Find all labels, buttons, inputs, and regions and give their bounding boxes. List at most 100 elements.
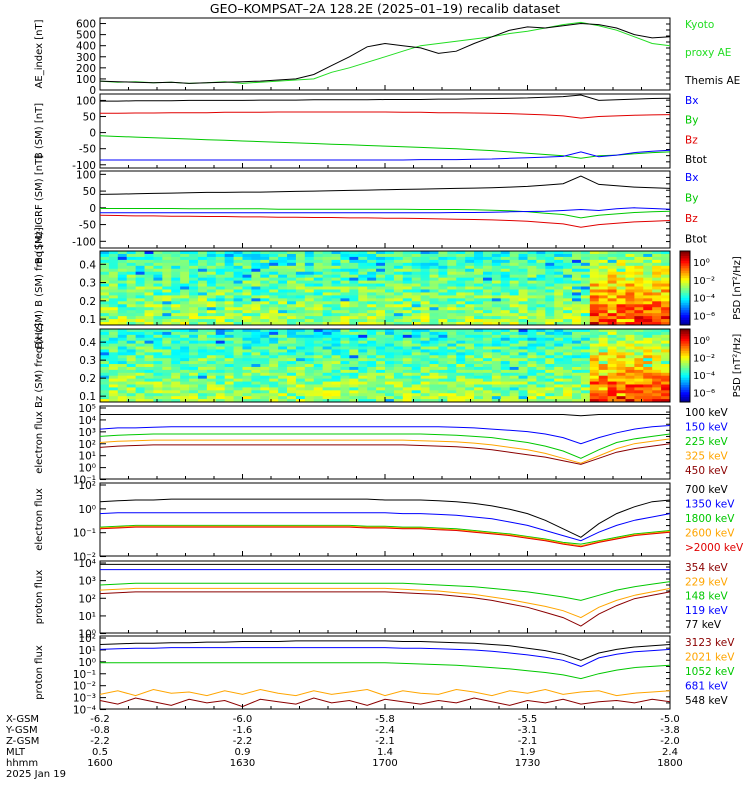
heatmap-cell bbox=[482, 346, 493, 350]
heatmap-cell bbox=[287, 295, 297, 299]
heatmap-cell bbox=[349, 343, 359, 348]
heatmap-cell bbox=[180, 343, 190, 348]
heatmap-cell bbox=[482, 268, 493, 273]
heatmap-cell bbox=[278, 256, 288, 261]
heatmap-cell bbox=[331, 301, 341, 305]
heatmap-cell bbox=[607, 364, 618, 368]
heatmap-cell bbox=[135, 283, 146, 288]
heatmap-cell bbox=[215, 378, 226, 383]
heatmap-cell bbox=[420, 393, 431, 397]
colorbar-segment bbox=[680, 346, 690, 349]
heatmap-cell bbox=[500, 277, 511, 282]
heatmap-cell bbox=[269, 366, 279, 371]
heatmap-cell bbox=[224, 387, 235, 391]
heatmap-cell bbox=[367, 337, 377, 342]
heatmap-cell bbox=[402, 307, 413, 311]
heatmap-cell bbox=[313, 301, 324, 305]
heatmap-cell bbox=[189, 256, 199, 261]
heatmap-cell bbox=[438, 274, 448, 279]
heatmap-cell bbox=[153, 304, 163, 308]
heatmap-cell bbox=[117, 316, 128, 320]
heatmap-cell bbox=[598, 283, 609, 288]
heatmap-cell bbox=[447, 340, 457, 345]
heatmap-cell bbox=[385, 316, 395, 320]
heatmap-cell bbox=[625, 274, 635, 279]
heatmap-cell bbox=[260, 289, 270, 293]
heatmap-cell bbox=[589, 295, 600, 299]
heatmap-cell bbox=[224, 346, 235, 350]
heatmap-cell bbox=[598, 384, 609, 388]
heatmap-cell bbox=[304, 340, 315, 345]
heatmap-cell bbox=[295, 307, 306, 311]
heatmap-cell bbox=[429, 259, 439, 264]
heatmap-cell bbox=[652, 387, 662, 391]
heatmap-cell bbox=[135, 384, 146, 388]
heatmap-cell bbox=[295, 322, 306, 326]
heatmap-cell bbox=[287, 384, 297, 388]
heatmap-cell bbox=[376, 298, 386, 302]
heatmap-cell bbox=[509, 274, 520, 279]
heatmap-cell bbox=[643, 381, 653, 385]
heatmap-cell bbox=[376, 375, 386, 380]
heatmap-cell bbox=[162, 393, 172, 397]
heatmap-cell bbox=[536, 343, 546, 348]
heatmap-cell bbox=[376, 289, 386, 293]
heatmap-cell bbox=[482, 375, 493, 380]
heatmap-cell bbox=[331, 361, 341, 365]
heatmap-cell bbox=[554, 384, 564, 388]
colorbar-tick-label: 10⁻⁶ bbox=[693, 311, 715, 322]
heatmap-cell bbox=[652, 331, 662, 336]
heatmap-cell bbox=[429, 319, 439, 323]
heatmap-cell bbox=[153, 372, 163, 377]
heatmap-cell bbox=[233, 355, 243, 359]
heatmap-cell bbox=[589, 352, 600, 356]
y-tick-label: 10³ bbox=[78, 427, 96, 439]
heatmap-cell bbox=[652, 329, 662, 333]
heatmap-cell bbox=[331, 298, 341, 302]
heatmap-cell bbox=[153, 399, 163, 403]
colorbar-tick-label: 10⁻⁴ bbox=[693, 371, 715, 382]
heatmap-cell bbox=[304, 384, 315, 388]
heatmap-cell bbox=[438, 319, 448, 323]
heatmap-cell bbox=[652, 384, 662, 388]
heatmap-cell bbox=[171, 307, 181, 311]
heatmap-cell bbox=[376, 352, 386, 356]
heatmap-cell bbox=[607, 393, 618, 397]
heatmap-cell bbox=[465, 366, 475, 371]
heatmap-cell bbox=[616, 334, 626, 339]
heatmap-cell bbox=[554, 295, 564, 299]
heatmap-cell bbox=[482, 358, 493, 362]
x-axis-row-value: -2.2 bbox=[90, 736, 110, 747]
heatmap-cell bbox=[242, 393, 252, 397]
heatmap-cell bbox=[215, 310, 226, 314]
heatmap-cell bbox=[536, 375, 546, 380]
heatmap-cell bbox=[304, 251, 315, 255]
y-axis-label: electron flux bbox=[34, 488, 45, 551]
heatmap-cell bbox=[465, 283, 475, 288]
heatmap-cell bbox=[616, 352, 626, 356]
heatmap-cell bbox=[589, 387, 600, 391]
heatmap-cell bbox=[126, 355, 137, 359]
heatmap-cell bbox=[358, 369, 368, 374]
heatmap-cell bbox=[572, 319, 582, 323]
heatmap-cell bbox=[313, 295, 324, 299]
heatmap-cell bbox=[206, 393, 217, 397]
heatmap-cell bbox=[447, 390, 457, 394]
heatmap-cell bbox=[616, 343, 626, 348]
heatmap-cell bbox=[287, 251, 297, 255]
heatmap-cell bbox=[331, 366, 341, 371]
heatmap-cell bbox=[572, 316, 582, 320]
heatmap-cell bbox=[536, 268, 546, 273]
heatmap-cell bbox=[465, 298, 475, 302]
y-tick-label: 0.1 bbox=[79, 314, 96, 326]
heatmap-cell bbox=[117, 289, 128, 293]
heatmap-cell bbox=[108, 310, 119, 314]
heatmap-cell bbox=[358, 277, 368, 282]
heatmap-cell bbox=[224, 375, 235, 380]
heatmap-cell bbox=[447, 286, 457, 290]
heatmap-cell bbox=[100, 313, 110, 317]
heatmap-cell bbox=[572, 337, 582, 342]
heatmap-cell bbox=[376, 358, 386, 362]
heatmap-cell bbox=[171, 331, 181, 336]
